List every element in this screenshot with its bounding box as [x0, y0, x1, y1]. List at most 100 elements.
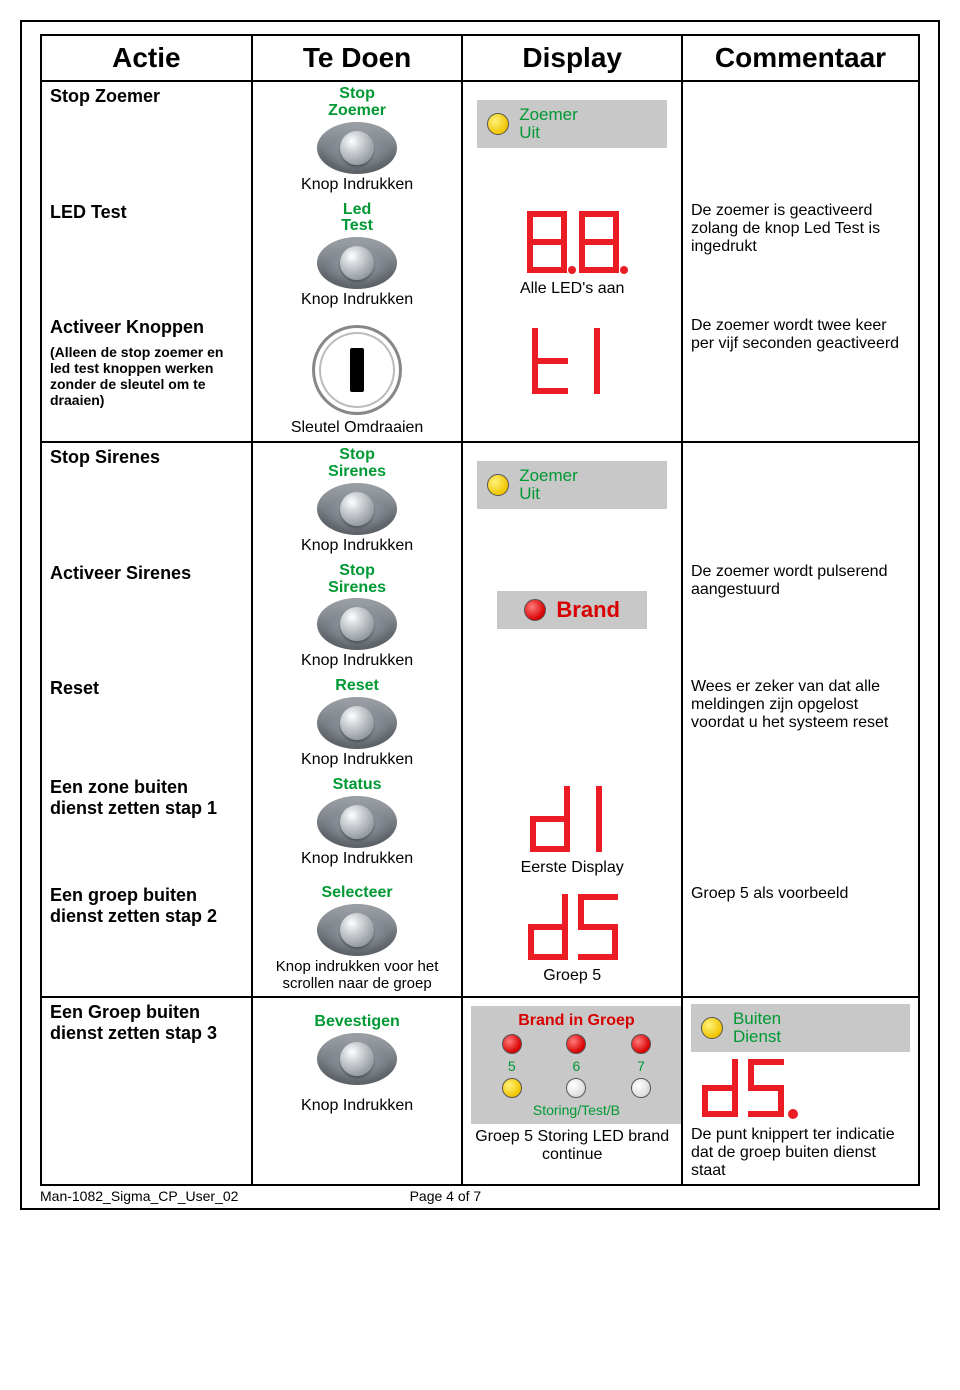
display-cell: Brand in Groep 5 6 7 Storing/Test/B Groe…	[462, 997, 682, 1185]
comment-cell	[682, 81, 919, 198]
button-caption: Sleutel Omdraaien	[261, 419, 454, 437]
comment-cell: De zoemer wordt twee keer per vijf secon…	[682, 313, 919, 442]
display-caption: Eerste Display	[471, 859, 673, 877]
group-number: 6	[573, 1058, 581, 1074]
comment-cell: Wees er zeker van dat alle meldingen zij…	[682, 674, 919, 773]
button-label: Bevestigen	[261, 1014, 454, 1031]
led-yellow-icon	[701, 1017, 723, 1039]
comment-cell: Buiten Dienst De punt knippert ter indic…	[682, 997, 919, 1185]
button-label: Stop	[261, 86, 454, 103]
group-number: 7	[637, 1058, 645, 1074]
comment-text: De punt knippert ter indicatie dat de gr…	[691, 1126, 910, 1180]
actie-cell: Een zone buiten dienst zetten stap 1	[41, 773, 252, 881]
instruction-table: Actie Te Doen Display Commentaar Stop Zo…	[40, 34, 920, 1186]
tedoen-cell: Status Knop Indrukken	[252, 773, 463, 881]
button-label: Status	[261, 777, 454, 794]
led-off-icon	[566, 1078, 586, 1098]
seven-segment-d5-icon	[517, 891, 627, 965]
actie-cell: Stop Zoemer	[41, 81, 252, 198]
display-cell	[462, 674, 682, 773]
led-red-icon	[566, 1034, 586, 1054]
comment-text: Groep 5 als voorbeeld	[691, 885, 910, 903]
display-cell: Alle LED's aan	[462, 198, 682, 314]
col-header-commentaar: Commentaar	[682, 35, 919, 81]
panel-button-icon	[317, 697, 397, 749]
actie-title: Stop Sirenes	[50, 447, 160, 467]
led-text: Zoemer Uit	[519, 106, 578, 142]
panel-button-icon	[317, 122, 397, 174]
display-caption: Alle LED's aan	[471, 280, 673, 298]
tedoen-cell: Selecteer Knop indrukken voor het scroll…	[252, 881, 463, 997]
display-cell: Brand	[462, 559, 682, 675]
button-label: Sirenes	[261, 464, 454, 481]
tedoen-cell: Stop Zoemer Knop Indrukken	[252, 81, 463, 198]
button-caption: Knop Indrukken	[261, 176, 454, 194]
led-yellow-icon	[487, 474, 509, 496]
col-header-actie: Actie	[41, 35, 252, 81]
actie-cell: Reset	[41, 674, 252, 773]
button-caption: Knop Indrukken	[261, 850, 454, 868]
actie-title: Reset	[50, 678, 99, 698]
panel-button-icon	[317, 796, 397, 848]
led-red-icon	[502, 1034, 522, 1054]
brand-indicator-box: Brand	[497, 591, 647, 629]
button-label: Test	[261, 218, 454, 235]
actie-title: Activeer Knoppen	[50, 317, 204, 337]
panel-button-icon	[317, 904, 397, 956]
display-cell: Eerste Display	[462, 773, 682, 881]
comment-text: De zoemer wordt twee keer per vijf secon…	[691, 317, 910, 353]
display-cell: Zoemer Uit	[462, 442, 682, 559]
led-off-icon	[631, 1078, 651, 1098]
panel-button-icon	[317, 483, 397, 535]
actie-cell: Een groep buiten dienst zetten stap 2	[41, 881, 252, 997]
comment-cell: De zoemer wordt pulserend aangestuurd	[682, 559, 919, 675]
actie-cell: Stop Sirenes	[41, 442, 252, 559]
actie-title: Stop Zoemer	[50, 86, 160, 106]
comment-cell	[682, 773, 919, 881]
comment-text: De zoemer is geactiveerd zolang de knop …	[691, 202, 910, 256]
display-cell: Groep 5	[462, 881, 682, 997]
display-caption: Groep 5	[471, 967, 673, 985]
panel-title: Brand in Groep	[479, 1012, 673, 1030]
button-label: Zoemer	[261, 103, 454, 120]
doc-id: Man-1082_Sigma_CP_User_02	[40, 1188, 410, 1204]
button-caption: Knop Indrukken	[261, 652, 454, 670]
button-caption: Knop indrukken voor het scrollen naar de…	[261, 958, 454, 992]
led-yellow-icon	[502, 1078, 522, 1098]
seven-segment-d1-icon	[517, 783, 627, 857]
group-led-panel: Brand in Groep 5 6 7 Storing/Test/B	[471, 1006, 681, 1124]
panel-subtitle: Storing/Test/B	[479, 1102, 673, 1118]
col-header-display: Display	[462, 35, 682, 81]
panel-button-icon	[317, 1033, 397, 1085]
button-label: Led	[261, 202, 454, 219]
page-footer: Man-1082_Sigma_CP_User_02 Page 4 of 7	[40, 1188, 920, 1204]
seven-segment-d5-dot-icon	[697, 1058, 827, 1124]
display-caption: Groep 5 Storing LED brand continue	[471, 1128, 673, 1164]
display-cell: Zoemer Uit	[462, 81, 682, 198]
key-switch-icon	[312, 325, 402, 415]
tedoen-cell: Bevestigen Knop Indrukken	[252, 997, 463, 1185]
display-cell	[462, 313, 682, 442]
actie-title: LED Test	[50, 202, 127, 222]
comment-cell: Groep 5 als voorbeeld	[682, 881, 919, 997]
button-caption: Knop Indrukken	[261, 1097, 454, 1115]
actie-title: Een zone buiten dienst zetten stap 1	[50, 777, 217, 818]
group-number: 5	[508, 1058, 516, 1074]
tedoen-cell: Sleutel Omdraaien	[252, 313, 463, 442]
led-text: Brand	[556, 597, 620, 623]
button-label: Selecteer	[261, 885, 454, 902]
actie-cell: LED Test	[41, 198, 252, 314]
button-label: Reset	[261, 678, 454, 695]
led-text: Buiten Dienst	[733, 1010, 781, 1046]
actie-title: Een groep buiten dienst zetten stap 2	[50, 885, 217, 926]
button-label: Sirenes	[261, 580, 454, 597]
actie-title: Activeer Sirenes	[50, 563, 191, 583]
led-indicator-box: Zoemer Uit	[477, 100, 667, 148]
seven-segment-e1-icon	[517, 323, 627, 403]
button-caption: Knop Indrukken	[261, 751, 454, 769]
led-text: Zoemer Uit	[519, 467, 578, 503]
actie-subtitle: (Alleen de stop zoemer en led test knopp…	[50, 344, 243, 408]
page-border: Actie Te Doen Display Commentaar Stop Zo…	[20, 20, 940, 1210]
comment-cell: De zoemer is geactiveerd zolang de knop …	[682, 198, 919, 314]
led-red-icon	[524, 599, 546, 621]
